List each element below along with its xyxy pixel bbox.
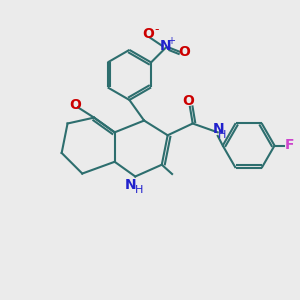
Text: N: N (125, 178, 137, 192)
Text: F: F (285, 138, 295, 152)
Text: O: O (70, 98, 81, 112)
Text: N: N (212, 122, 224, 136)
Text: O: O (179, 45, 190, 59)
Text: H: H (218, 130, 226, 140)
Text: H: H (135, 185, 143, 195)
Text: N: N (159, 39, 171, 53)
Text: O: O (182, 94, 194, 108)
Text: -: - (154, 22, 159, 36)
Text: +: + (167, 36, 175, 46)
Text: O: O (142, 27, 154, 41)
